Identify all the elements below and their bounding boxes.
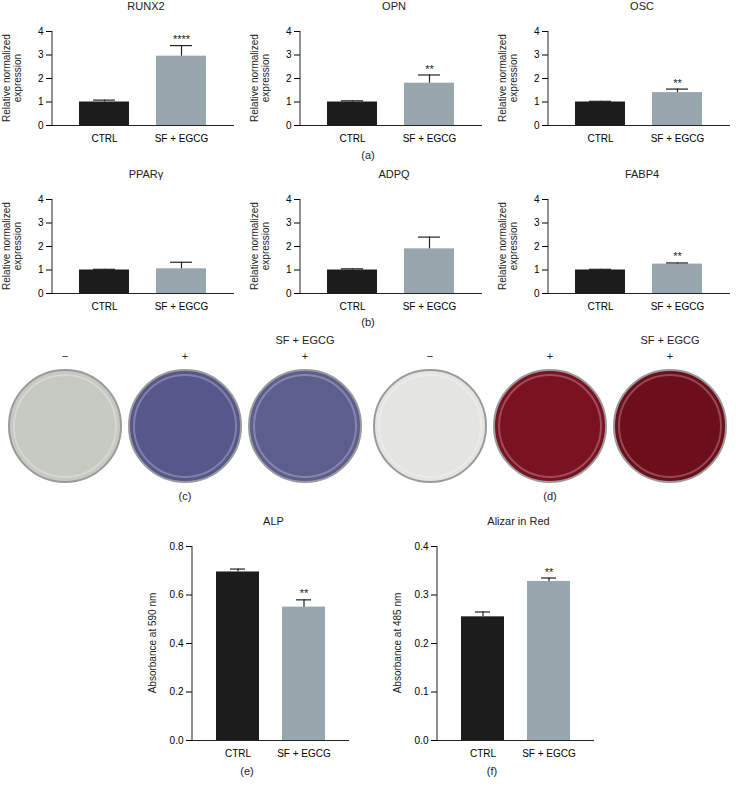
html-text:Relative normalized expression: Relative normalized expression [497,34,519,122]
svg-text:1: 1 [286,96,292,107]
svg-text:3: 3 [286,49,292,60]
svg-text:1: 1 [534,264,540,275]
svg-text:0: 0 [38,288,44,299]
svg-text:0: 0 [38,120,44,131]
svg-text:CTRL: CTRL [339,133,366,144]
svg-text:0: 0 [286,288,292,299]
svg-text:0.4: 0.4 [170,638,184,649]
svg-text:0.0: 0.0 [415,735,429,746]
html-text:Relative normalized expression: Relative normalized expression [497,202,519,290]
svg-text:3: 3 [534,49,540,60]
svg-text:3: 3 [534,217,540,228]
svg-text:SF + EGCG: SF + EGCG [651,301,705,312]
svg-text:0.1: 0.1 [415,686,429,697]
html-text:Relative normalized expression: Relative normalized expression [249,202,271,290]
html-text:(c): (c) [178,490,192,502]
svg-text:4: 4 [38,26,44,37]
html-text:(b): (b) [361,316,375,328]
svg-text:CTRL: CTRL [91,301,118,312]
svg-text:1: 1 [38,96,44,107]
svg-text:0.8: 0.8 [170,541,184,552]
html-text:SF + EGCG: SF + EGCG [640,334,700,346]
html-text:(a): (a) [361,149,375,161]
svg-text:0.3: 0.3 [415,589,429,600]
html-text:(d): (d) [543,490,557,502]
html-text:ADPQ: ADPQ [378,168,410,180]
svg-text:3: 3 [286,217,292,228]
svg-text:0.6: 0.6 [170,589,184,600]
svg-text:CTRL: CTRL [587,133,614,144]
html-text:Absorbance at 590 nm: Absorbance at 590 nm [146,592,158,694]
svg-text:0.2: 0.2 [170,686,184,697]
svg-text:2: 2 [534,241,540,252]
svg-text:0: 0 [534,120,540,131]
svg-text:2: 2 [286,73,292,84]
svg-text:3: 3 [38,217,44,228]
svg-text:0.4: 0.4 [415,541,429,552]
svg-text:SF + EGCG: SF + EGCG [155,301,209,312]
html-text:PPARγ: PPARγ [128,168,164,180]
svg-text:SF + EGCG: SF + EGCG [403,133,457,144]
html-text:OSC: OSC [630,0,654,12]
svg-text:SF + EGCG: SF + EGCG [277,748,331,759]
svg-text:4: 4 [38,194,44,205]
svg-text:2: 2 [534,73,540,84]
svg-text:4: 4 [286,194,292,205]
svg-text:0: 0 [286,120,292,131]
svg-text:****: **** [173,33,191,45]
svg-text:0: 0 [534,288,540,299]
svg-text:**: ** [673,250,682,262]
svg-text:CTRL: CTRL [587,301,614,312]
svg-text:1: 1 [286,264,292,275]
svg-text:1: 1 [534,96,540,107]
html-text:SF + EGCG: SF + EGCG [275,334,335,346]
svg-text:0.2: 0.2 [415,638,429,649]
svg-text:CTRL: CTRL [91,133,118,144]
svg-text:CTRL: CTRL [339,301,366,312]
html-text:(f): (f) [486,765,498,777]
svg-text:2: 2 [38,73,44,84]
html-text:Absorbance at 485 nm: Absorbance at 485 nm [391,592,403,694]
html-text:Alizar in Red: Alizar in Red [487,515,550,527]
svg-text:SF + EGCG: SF + EGCG [522,748,576,759]
svg-text:4: 4 [534,194,540,205]
svg-text:SF + EGCG: SF + EGCG [403,301,457,312]
svg-text:**: ** [300,587,309,599]
svg-text:CTRL: CTRL [470,748,497,759]
svg-text:2: 2 [38,241,44,252]
html-text:Relative normalized expression: Relative normalized expression [1,202,23,290]
html-text:FABP4: FABP4 [624,168,660,180]
svg-text:CTRL: CTRL [225,748,252,759]
html-text:Relative normalized expression: Relative normalized expression [1,34,23,122]
svg-text:0.0: 0.0 [170,735,184,746]
svg-text:4: 4 [534,26,540,37]
html-text:(e): (e) [240,765,254,777]
svg-text:1: 1 [38,264,44,275]
svg-text:SF + EGCG: SF + EGCG [651,133,705,144]
svg-text:4: 4 [286,26,292,37]
html-text:Relative normalized expression: Relative normalized expression [249,34,271,122]
svg-text:2: 2 [286,241,292,252]
html-text:RUNX2: RUNX2 [127,0,165,12]
html-text:ALP: ALP [263,515,284,527]
svg-text:**: ** [545,566,554,578]
svg-text:3: 3 [38,49,44,60]
html-text:OPN: OPN [382,0,406,12]
svg-text:**: ** [673,77,682,89]
svg-text:SF + EGCG: SF + EGCG [155,133,209,144]
svg-text:**: ** [425,62,434,74]
